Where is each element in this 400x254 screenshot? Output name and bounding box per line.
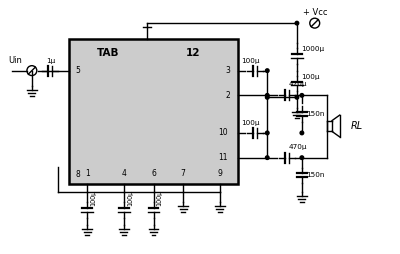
Text: TAB: TAB [97, 48, 120, 58]
Text: RL: RL [350, 121, 362, 131]
Text: 5: 5 [75, 66, 80, 75]
Circle shape [295, 21, 299, 25]
Text: 150n: 150n [306, 111, 324, 117]
Text: 100μ: 100μ [127, 190, 133, 206]
Text: 150n: 150n [306, 172, 324, 179]
Text: Uin: Uin [8, 56, 22, 65]
Text: 11: 11 [218, 153, 228, 162]
Text: 4: 4 [122, 169, 126, 179]
Circle shape [266, 156, 269, 160]
Text: 7: 7 [181, 169, 186, 179]
Text: 100μ: 100μ [90, 190, 96, 206]
Text: 3: 3 [226, 66, 231, 75]
Text: 1000μ: 1000μ [301, 46, 324, 52]
Circle shape [300, 156, 304, 160]
Circle shape [300, 93, 304, 97]
Text: 6: 6 [151, 169, 156, 179]
Text: 2: 2 [226, 91, 231, 100]
Text: 8: 8 [75, 170, 80, 179]
Text: + Vcc: + Vcc [303, 8, 327, 17]
Text: 100μ: 100μ [242, 120, 260, 126]
Text: 470μ: 470μ [289, 82, 308, 87]
Text: 10: 10 [218, 129, 228, 137]
Text: 1μ: 1μ [46, 58, 55, 64]
Text: 100μ: 100μ [156, 190, 162, 206]
Text: 12: 12 [186, 48, 201, 58]
Circle shape [266, 96, 269, 99]
Circle shape [266, 131, 269, 135]
Text: 9: 9 [217, 169, 222, 179]
Circle shape [295, 96, 299, 99]
Text: 1: 1 [85, 169, 90, 179]
Circle shape [266, 69, 269, 72]
Circle shape [300, 131, 304, 135]
Text: 100μ: 100μ [301, 74, 319, 80]
Text: 100μ: 100μ [242, 58, 260, 64]
Text: 470μ: 470μ [289, 144, 308, 150]
Bar [70, 39, 238, 184]
Circle shape [266, 93, 269, 97]
